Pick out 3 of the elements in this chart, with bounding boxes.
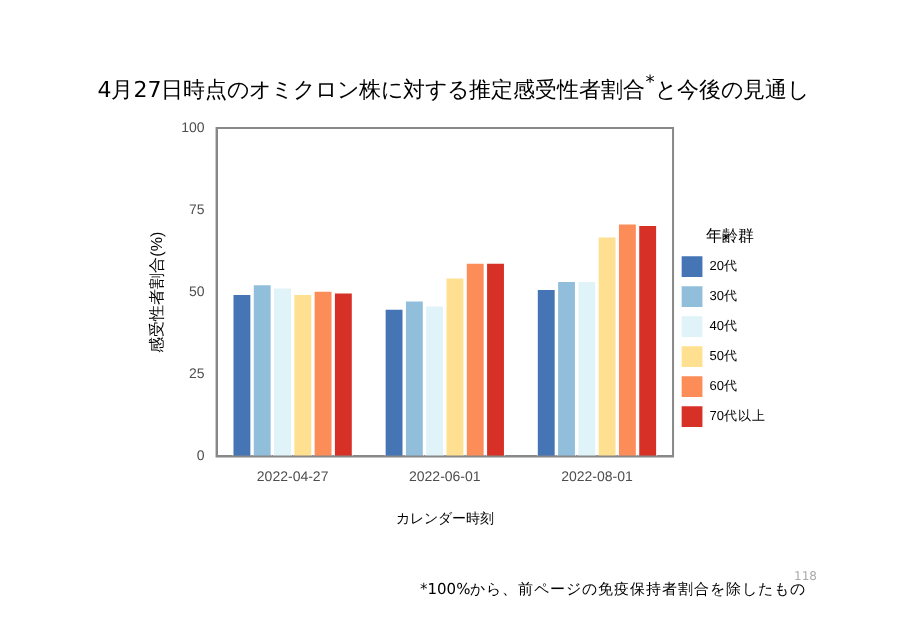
chart-title: 4月27日時点のオミクロン株に対する推定感受性者割合$^{*}$と今後の見通し <box>95 72 811 106</box>
legend-title: 年齢群 <box>705 226 754 245</box>
y-axis-title: 感受性者割合(%) <box>148 231 167 353</box>
